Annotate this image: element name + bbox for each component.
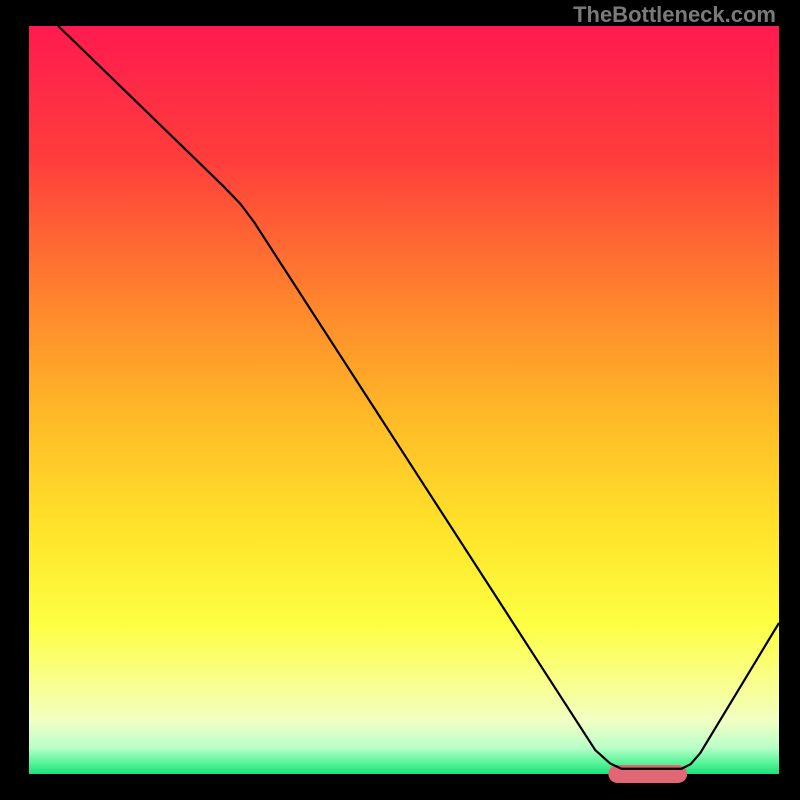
plot-background <box>29 26 779 774</box>
watermark-text: TheBottleneck.com <box>573 2 776 28</box>
chart-container: TheBottleneck.com <box>0 0 800 800</box>
bottleneck-chart <box>0 0 800 800</box>
